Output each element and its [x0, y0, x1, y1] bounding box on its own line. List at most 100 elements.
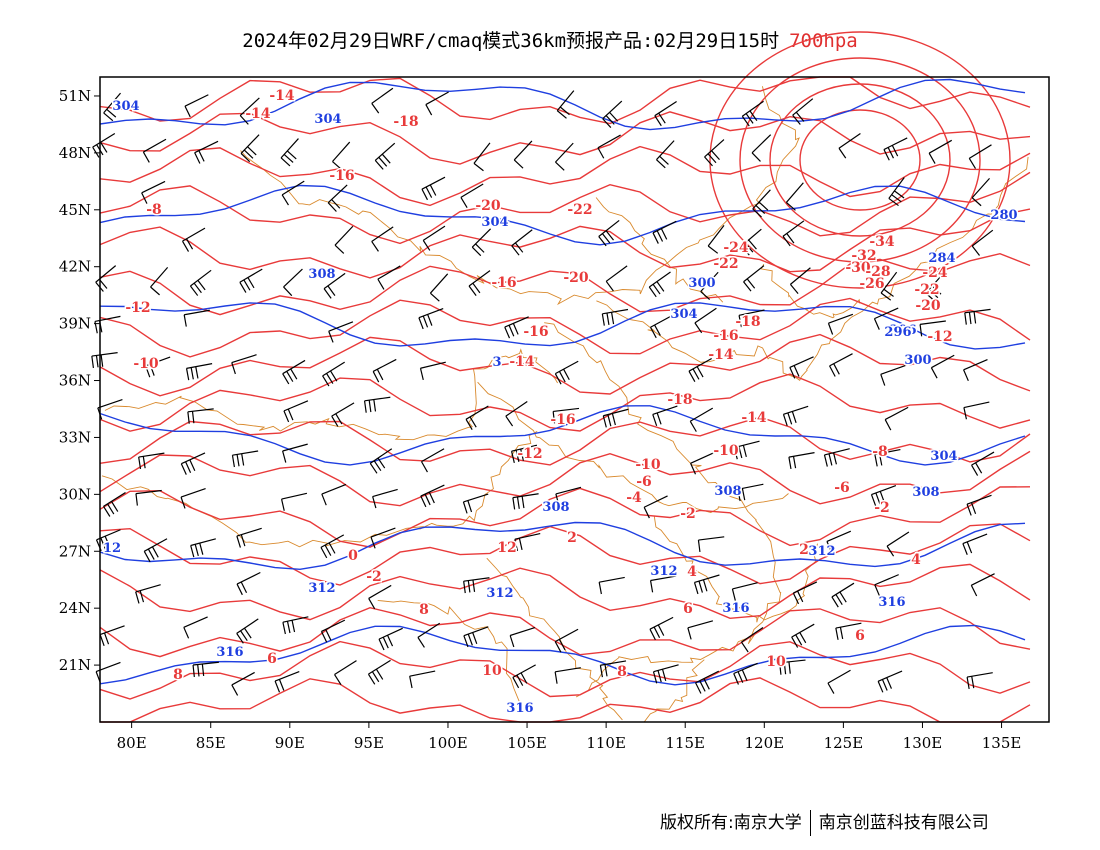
wind-barb	[743, 265, 765, 292]
wind-barb	[367, 659, 391, 685]
wind-barb	[142, 138, 167, 163]
wind-barb	[782, 405, 809, 426]
wind-barb	[320, 534, 345, 559]
isotherm	[99, 640, 1031, 700]
y-tick-label: 27N	[59, 542, 91, 560]
wind-barb	[789, 356, 814, 379]
x-tick-label: 110E	[586, 734, 626, 752]
x-tick-label: 90E	[275, 734, 305, 752]
wind-barb	[334, 660, 357, 685]
isotherm-label: -12	[517, 446, 542, 462]
height-contour	[99, 302, 1026, 350]
wind-barb	[970, 573, 995, 597]
wind-barb	[135, 489, 162, 506]
wind-barb	[687, 620, 714, 640]
isotherm-label: -12	[125, 300, 150, 316]
isotherm-label: -22	[567, 202, 592, 218]
isotherm-label: -20	[563, 270, 589, 286]
wind-barb	[785, 182, 804, 211]
wind-barb	[971, 177, 990, 207]
isotherm-label: -16	[550, 412, 575, 428]
wind-barb	[240, 134, 260, 163]
height-label: 300	[904, 353, 931, 368]
wind-barb	[239, 97, 260, 125]
wind-barb	[928, 139, 953, 164]
isotherm-label: -8	[146, 202, 162, 218]
isotherm-label: -16	[329, 168, 354, 184]
wind-barb	[838, 133, 861, 159]
wind-barb	[652, 664, 679, 684]
wind-barb	[180, 487, 206, 509]
wind-barb	[792, 581, 818, 605]
wind-barb	[282, 616, 309, 635]
wind-barb	[283, 400, 309, 423]
wind-barb	[829, 353, 853, 377]
wind-barb	[966, 672, 993, 690]
wind-barb	[514, 532, 541, 552]
wind-barb	[236, 618, 259, 644]
chart-title: 2024年02月29日WRF/cmaq模式36km预报产品:02月29日15时 7…	[0, 26, 1100, 53]
plot-frame	[99, 76, 1050, 723]
wind-barb	[372, 358, 397, 383]
wind-barb	[883, 137, 908, 161]
isotherm-label: 4	[687, 564, 697, 580]
y-tick-label: 21N	[59, 656, 91, 674]
wind-barb	[331, 402, 355, 427]
wind-barb	[791, 623, 815, 648]
x-tick-label: 135E	[982, 734, 1022, 752]
isotherm-label: -28	[865, 264, 890, 280]
wind-barb	[693, 574, 720, 595]
wind-barb	[509, 627, 536, 648]
copyright-company: 南京创蓝科技有限公司	[818, 813, 989, 833]
border-line	[101, 431, 538, 548]
isotherm-label: -6	[834, 480, 850, 496]
wind-barb	[689, 407, 714, 432]
x-tick-label: 115E	[665, 734, 705, 752]
wind-barb	[420, 448, 445, 473]
isotherm	[99, 450, 1031, 507]
wind-barb	[323, 272, 346, 299]
wind-barb	[919, 320, 946, 337]
height-label: 280	[990, 208, 1017, 223]
isotherm-label: 8	[419, 602, 429, 618]
wind-barb	[880, 271, 898, 301]
wind-barb	[741, 228, 762, 256]
wind-barb	[94, 315, 121, 334]
isotherm-label: 6	[855, 628, 865, 644]
wind-barb	[138, 452, 165, 470]
wind-barb	[282, 359, 306, 385]
wind-barb	[648, 271, 671, 298]
height-label: 308	[542, 500, 569, 515]
wind-barb	[752, 189, 771, 218]
wind-barb	[468, 270, 491, 296]
wind-barb	[513, 140, 533, 169]
wind-barb	[187, 408, 214, 424]
wind-barb	[283, 268, 303, 297]
wind-barb	[422, 225, 446, 251]
height-label: 312	[486, 586, 513, 601]
wind-barb	[971, 229, 994, 256]
wind-barb	[504, 316, 529, 339]
wind-barb	[733, 662, 758, 685]
title-text: 2024年02月29日WRF/cmaq模式36km预报产品:02月29日15时	[242, 30, 780, 52]
wind-barb	[968, 144, 992, 169]
wind-barb	[656, 140, 675, 169]
isotherm	[99, 563, 1031, 621]
wind-barb	[143, 538, 168, 563]
height-label: 304	[112, 99, 139, 114]
height-label: 304	[481, 215, 508, 230]
wind-barb	[737, 483, 764, 502]
isotherm-label: -32	[851, 248, 876, 264]
wind-barb	[192, 661, 219, 678]
wind-barb	[552, 407, 580, 424]
wind-barb	[695, 670, 720, 694]
wind-barb	[150, 267, 169, 296]
wind-barb	[460, 183, 484, 208]
border-line	[377, 599, 521, 704]
border-line	[104, 348, 558, 441]
border-line	[477, 381, 789, 513]
isotherm-label: -2	[680, 506, 696, 522]
wind-barb	[462, 493, 489, 514]
height-label: 316	[878, 595, 905, 610]
